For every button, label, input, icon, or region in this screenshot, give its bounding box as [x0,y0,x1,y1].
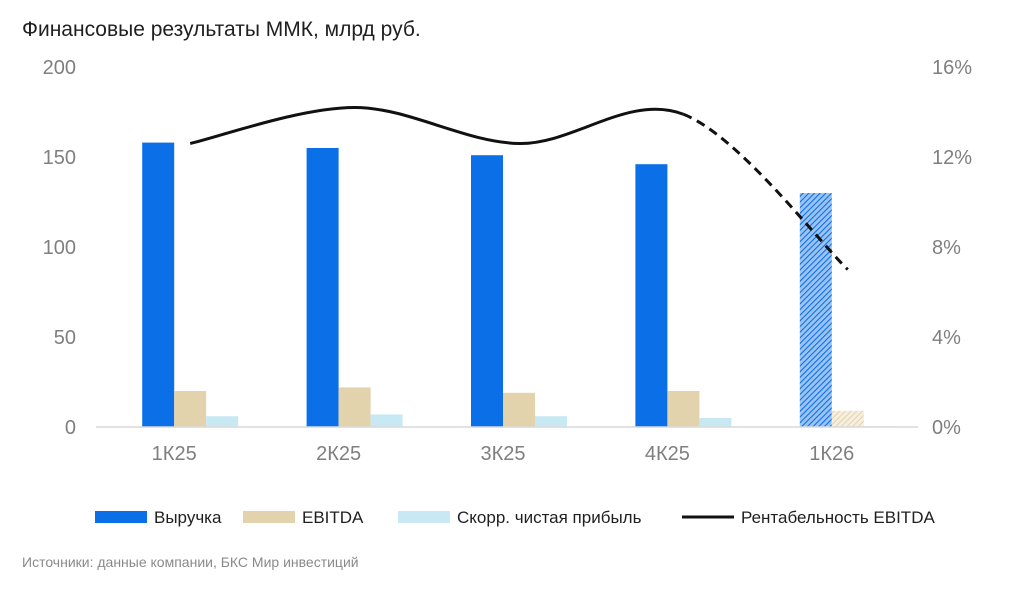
bar-adj-net-income-3 [699,418,732,427]
y-left-tick-label: 50 [54,327,76,349]
y-right-tick-label: 16% [932,57,972,79]
y-right-tick-label: 0% [932,417,961,439]
bar-ebitda-3 [667,391,700,427]
bar-ebitda-2 [503,392,535,427]
x-category-label: 1К26 [809,443,854,465]
chart-title: Финансовые результаты ММК, млрд руб. [22,18,421,41]
x-category-label: 1К25 [152,443,197,465]
bar-revenue-3 [635,164,668,427]
bar-revenue-4 [799,193,832,427]
legend-swatch [398,511,450,523]
bar-adj-net-income-2 [535,416,567,427]
bar-ebitda-1 [338,387,371,427]
legend-label: EBITDA [302,508,364,527]
bar-adj-net-income-0 [206,416,239,427]
y-right-tick-label: 8% [932,237,961,259]
bar-revenue-2 [471,155,503,427]
legend-label: Выручка [154,508,222,527]
y-left-tick-label: 200 [43,57,76,79]
bar-revenue-1 [306,148,339,427]
y-left-tick-label: 150 [43,147,76,169]
legend-swatch [95,511,147,523]
line-ebitda-margin-forecast [682,112,849,271]
bar-ebitda-4 [831,410,864,427]
legend-swatch [243,511,295,523]
bar-revenue-0 [142,142,175,427]
y-right-tick-label: 12% [932,147,972,169]
legend-label: Рентабельность EBITDA [741,508,935,527]
bar-adj-net-income-1 [370,414,403,427]
line-ebitda-margin-actual [189,105,684,146]
bar-ebitda-0 [174,391,207,427]
source-note: Источники: данные компании, БКС Мир инве… [22,554,359,570]
y-right-tick-label: 4% [932,327,961,349]
legend-label: Скорр. чистая прибыль [457,508,642,527]
y-left-tick-label: 100 [43,237,76,259]
x-category-label: 3К25 [480,443,525,465]
x-category-label: 2К25 [316,443,361,465]
x-category-label: 4К25 [645,443,690,465]
y-left-tick-label: 0 [65,417,76,439]
